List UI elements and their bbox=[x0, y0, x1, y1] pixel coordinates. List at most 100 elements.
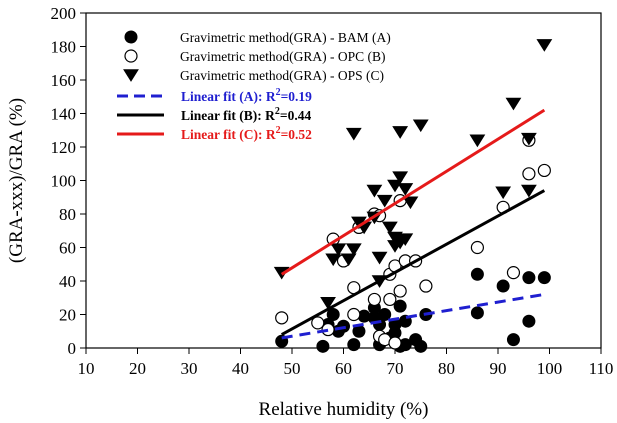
data-point-opc bbox=[383, 292, 397, 307]
legend-fit-label: Linear fit (A): R2=0.19 bbox=[181, 87, 312, 104]
data-point-bam bbox=[347, 338, 361, 352]
data-point-ops bbox=[345, 243, 362, 257]
y-tick-label: 140 bbox=[51, 105, 77, 124]
data-point-ops bbox=[387, 179, 403, 193]
data-point-opc bbox=[419, 279, 433, 293]
legend-fit-label: Linear fit (B): R2=0.44 bbox=[181, 106, 311, 123]
data-point-ops bbox=[371, 251, 388, 265]
series-ops bbox=[273, 39, 553, 310]
plot-layer: 10 20 30 40 50 60 70 80 90 100 110 0 20 40 60 80 100 120 1… bbox=[51, 4, 614, 378]
x-tick-label: 90 bbox=[490, 359, 507, 378]
data-point-ops bbox=[520, 132, 537, 146]
data-point-opc bbox=[470, 240, 484, 255]
x-tick-label: 110 bbox=[589, 359, 614, 378]
x-tick-label: 100 bbox=[537, 359, 563, 378]
data-point-bam bbox=[470, 267, 484, 281]
data-point-ops bbox=[392, 171, 409, 185]
y-tick-label: 40 bbox=[59, 272, 76, 291]
fit-label-superscript: 2 bbox=[276, 125, 281, 136]
data-point-bam bbox=[326, 308, 340, 321]
data-point-opc bbox=[311, 316, 325, 330]
y-tick-label: 200 bbox=[51, 4, 77, 23]
data-point-ops bbox=[520, 184, 537, 198]
fit-label-superscript: 2 bbox=[276, 87, 281, 98]
legend-marker-opc bbox=[124, 49, 138, 63]
x-tick-label: 70 bbox=[387, 359, 404, 378]
data-point-ops bbox=[366, 184, 383, 198]
y-axis-title: (GRA-xxx)/GRA (%) bbox=[6, 98, 27, 263]
data-point-bam bbox=[522, 271, 536, 285]
y-tick-label: 0 bbox=[68, 339, 77, 358]
data-point-ops bbox=[345, 127, 362, 141]
data-point-bam bbox=[506, 333, 520, 347]
data-point-opc bbox=[347, 307, 361, 322]
fit-line-c bbox=[280, 108, 546, 276]
data-point-opc bbox=[388, 336, 402, 350]
legend-label-bam: Gravimetric method(GRA) - BAM (A) bbox=[180, 30, 391, 45]
y-tick-label: 80 bbox=[59, 205, 76, 224]
y-tick-label: 160 bbox=[51, 71, 77, 90]
data-point-ops bbox=[392, 126, 409, 139]
data-point-ops bbox=[397, 233, 414, 247]
data-point-ops bbox=[412, 119, 429, 133]
legend-fit-label: Linear fit (C): R2=0.52 bbox=[181, 125, 312, 142]
data-point-bam bbox=[496, 279, 510, 293]
x-tick-label: 40 bbox=[232, 359, 249, 378]
data-point-opc bbox=[321, 322, 335, 337]
fit-label-text: Linear fit (C): R bbox=[181, 127, 276, 142]
data-point-bam bbox=[537, 271, 551, 285]
fit-label-r2: =0.19 bbox=[281, 89, 313, 104]
data-point-opc bbox=[367, 292, 381, 307]
x-tick-label: 60 bbox=[335, 359, 352, 378]
legend: Gravimetric method(GRA) - BAM (A) Gravime… bbox=[117, 30, 391, 142]
fit-line-b bbox=[280, 189, 546, 336]
fit-label-r2: =0.44 bbox=[280, 108, 312, 123]
data-point-bam bbox=[414, 339, 428, 353]
data-point-bam bbox=[393, 299, 407, 313]
data-point-bam bbox=[378, 308, 392, 321]
data-point-ops bbox=[376, 194, 393, 208]
data-point-ops bbox=[469, 134, 486, 148]
data-point-ops bbox=[325, 253, 342, 267]
data-point-opc bbox=[506, 266, 521, 280]
fit-label-text: Linear fit (A): R bbox=[181, 89, 276, 104]
data-point-ops bbox=[381, 221, 398, 235]
y-tick-label: 20 bbox=[59, 306, 76, 325]
y-tick-label: 100 bbox=[51, 172, 77, 191]
data-point-ops bbox=[536, 39, 553, 52]
series-bam bbox=[275, 267, 551, 353]
data-point-bam bbox=[522, 314, 536, 328]
x-tick-label: 10 bbox=[78, 359, 95, 378]
data-point-ops bbox=[330, 243, 347, 257]
fit-label-text: Linear fit (B): R bbox=[181, 108, 275, 123]
x-tick-label: 20 bbox=[129, 359, 146, 378]
x-tick-label: 30 bbox=[181, 359, 198, 378]
data-point-ops bbox=[320, 297, 336, 310]
y-tick-label: 180 bbox=[51, 38, 77, 57]
data-point-ops bbox=[505, 97, 522, 111]
data-point-opc bbox=[537, 163, 551, 178]
data-point-ops bbox=[402, 196, 419, 210]
y-tick-label: 120 bbox=[51, 138, 77, 157]
fit-label-r2: =0.52 bbox=[281, 127, 313, 142]
data-point-opc bbox=[275, 311, 289, 325]
legend-label-opc: Gravimetric method(GRA) - OPC (B) bbox=[180, 49, 385, 64]
data-point-bam bbox=[316, 339, 330, 353]
fit-label-superscript: 2 bbox=[275, 106, 280, 117]
x-tick-label: 50 bbox=[284, 359, 301, 378]
data-point-opc bbox=[522, 167, 536, 181]
legend-marker-bam bbox=[124, 30, 138, 44]
data-point-ops bbox=[340, 253, 357, 267]
legend-label-ops: Gravimetric method(GRA) - OPS (C) bbox=[180, 68, 384, 83]
y-tick-label: 60 bbox=[59, 239, 76, 258]
fit-line-a bbox=[281, 292, 545, 340]
legend-marker-ops bbox=[123, 69, 139, 82]
data-point-ops bbox=[495, 186, 512, 200]
data-point-opc bbox=[393, 284, 407, 298]
x-tick-label: 80 bbox=[438, 359, 455, 378]
x-axis-title: Relative humidity (%) bbox=[259, 399, 429, 420]
data-point-ops bbox=[397, 183, 414, 196]
data-point-bam bbox=[470, 306, 484, 320]
